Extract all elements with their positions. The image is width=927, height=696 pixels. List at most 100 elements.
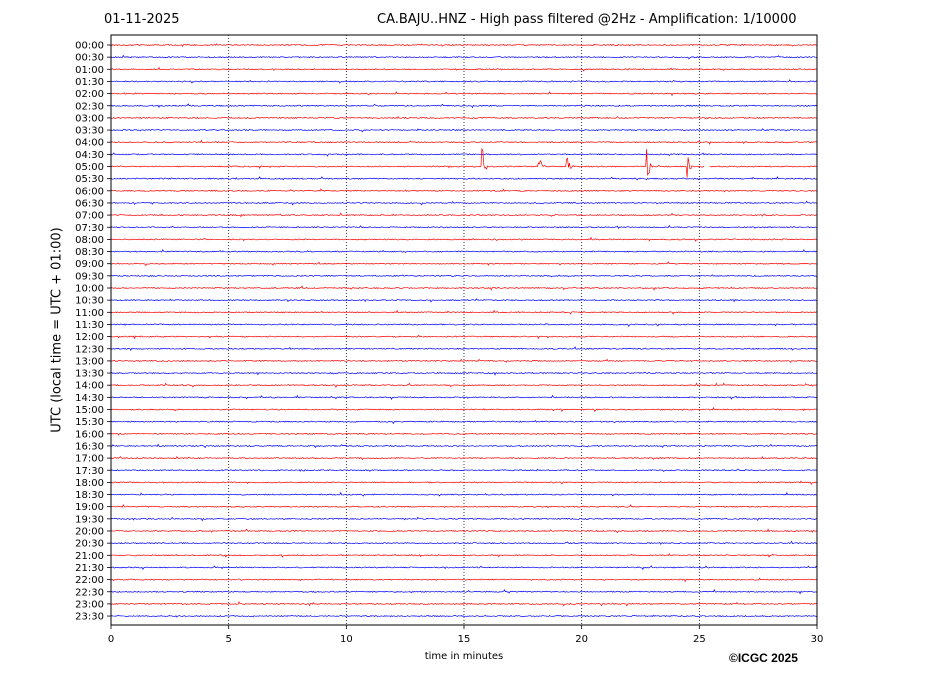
trace-line	[110, 504, 818, 509]
y-tick-label: 15:30	[75, 417, 104, 428]
y-tick-label: 13:00	[75, 356, 104, 367]
y-tick-label: 16:00	[75, 429, 104, 440]
y-tick-label: 20:30	[75, 539, 104, 550]
y-tick-label: 09:00	[75, 259, 104, 270]
y-tick-label: 15:00	[75, 405, 104, 416]
trace-line	[110, 298, 818, 303]
y-tick-label: 08:30	[75, 247, 104, 258]
y-tick-label: 01:30	[75, 77, 104, 88]
x-tick-label: 15	[458, 634, 471, 645]
trace-line	[110, 116, 818, 120]
x-tick-label: 25	[693, 634, 706, 645]
y-tick-label: 22:30	[75, 587, 104, 598]
trace-line	[110, 589, 818, 595]
trace-line	[110, 480, 818, 485]
y-tick-label: 10:30	[75, 296, 104, 307]
y-tick-label: 00:30	[75, 53, 104, 64]
trace-line	[110, 334, 818, 340]
trace-line	[110, 248, 818, 253]
y-tick-label: 11:00	[75, 308, 104, 319]
trace-line	[110, 285, 818, 291]
y-tick-label: 23:30	[75, 612, 104, 623]
y-tick-label: 12:00	[75, 332, 104, 343]
trace-line	[110, 540, 818, 545]
y-tick-label: 19:00	[75, 502, 104, 513]
trace-line	[110, 212, 817, 218]
y-tick-label: 04:00	[75, 138, 104, 149]
trace-line	[110, 43, 818, 48]
y-tick-label: 05:30	[75, 174, 104, 185]
trace-line	[110, 309, 818, 315]
trace-line	[110, 577, 818, 583]
y-tick-label: 21:00	[75, 551, 104, 562]
y-tick-label: 02:00	[75, 89, 104, 100]
y-tick-label: 03:00	[75, 113, 104, 124]
y-tick-label: 12:30	[75, 344, 104, 355]
trace-line	[110, 565, 818, 571]
y-tick-label: 22:00	[75, 575, 104, 586]
y-tick-label: 19:30	[75, 514, 104, 525]
y-tick-label: 05:00	[75, 162, 104, 173]
y-tick-label: 20:00	[75, 527, 104, 538]
trace-line	[110, 188, 818, 193]
y-tick-label: 18:30	[75, 490, 104, 501]
trace-line	[110, 406, 818, 413]
trace-line	[110, 358, 818, 363]
y-tick-label: 01:00	[75, 65, 104, 76]
y-tick-label: 00:00	[75, 41, 104, 52]
trace-line	[110, 432, 818, 436]
y-tick-label: 14:30	[75, 393, 104, 404]
y-tick-label: 14:00	[75, 381, 104, 392]
trace-line	[110, 79, 818, 84]
trace-line	[110, 66, 818, 72]
x-axis-label: time in minutes	[424, 651, 504, 662]
trace-line	[110, 614, 818, 618]
trace-line	[110, 274, 818, 278]
y-tick-label: 16:30	[75, 441, 104, 452]
trace-line	[110, 152, 818, 157]
trace-line	[110, 128, 818, 133]
trace-line	[110, 200, 818, 206]
y-tick-label: 02:30	[75, 101, 104, 112]
trace-line	[110, 394, 818, 400]
y-tick-label: 17:30	[75, 466, 104, 477]
x-tick-label: 30	[811, 634, 824, 645]
trace-line	[110, 443, 818, 449]
trace-line	[110, 103, 818, 109]
y-tick-label: 06:00	[75, 186, 104, 197]
trace-line	[110, 468, 818, 472]
trace-line	[110, 371, 818, 376]
x-tick-label: 10	[340, 634, 353, 645]
trace-line	[110, 552, 818, 558]
trace-line	[110, 491, 818, 497]
copyright-label: ©ICGC 2025	[729, 651, 798, 665]
y-tick-label: 03:30	[75, 126, 104, 137]
trace-line	[110, 139, 818, 145]
y-tick-label: 18:00	[75, 478, 104, 489]
y-tick-label: 09:30	[75, 271, 104, 282]
trace-line	[110, 322, 818, 328]
trace-line	[110, 420, 818, 425]
trace-line	[110, 147, 818, 178]
trace-line	[110, 176, 818, 181]
x-tick-label: 0	[108, 634, 114, 645]
trace-line	[110, 261, 818, 267]
trace-line	[110, 224, 818, 230]
trace-line	[110, 236, 818, 242]
y-tick-label: 23:00	[75, 599, 104, 610]
trace-line	[110, 516, 818, 522]
y-tick-label: 07:30	[75, 223, 104, 234]
trace-line	[110, 455, 818, 461]
y-tick-label: 07:00	[75, 211, 104, 222]
trace-line	[110, 528, 818, 534]
y-tick-label: 17:00	[75, 454, 104, 465]
y-tick-label: 13:30	[75, 369, 104, 380]
y-tick-label: 04:30	[75, 150, 104, 161]
chart-title: CA.BAJU..HNZ - High pass filtered @2Hz -…	[377, 12, 797, 27]
y-tick-label: 21:30	[75, 563, 104, 574]
y-tick-label: 08:00	[75, 235, 104, 246]
date-label: 01-11-2025	[104, 12, 180, 27]
x-tick-label: 5	[225, 634, 231, 645]
trace-line	[110, 91, 817, 97]
